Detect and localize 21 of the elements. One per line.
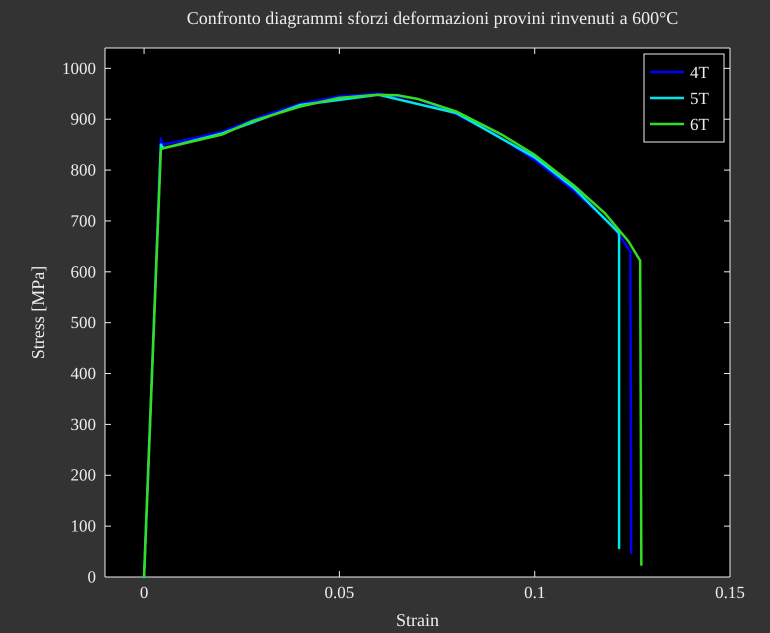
y-tick-label: 300 [70,414,96,434]
x-tick-label: 0.15 [715,583,745,602]
x-tick-label: 0 [140,583,148,602]
y-tick-label: 400 [70,364,96,383]
y-tick-label: 0 [88,567,96,586]
legend-label: 4T [690,63,710,82]
x-tick-label: 0.05 [324,583,354,602]
chart-title: Confronto diagrammi sforzi deformazioni provini rinvenuti a 600°C [186,8,678,28]
y-tick-label: 100 [70,516,96,536]
y-tick-label: 900 [70,110,96,129]
x-tick-label: 0.1 [524,583,546,602]
y-tick-label: 800 [70,160,96,180]
y-tick-label: 600 [70,262,96,282]
y-tick-label: 500 [70,313,96,332]
y-tick-label: 700 [70,211,96,230]
y-tick-label: 1000 [62,58,96,78]
y-tick-label: 200 [70,466,96,485]
legend-label: 5T [690,89,710,108]
legend-label: 6T [690,115,710,134]
x-axis-title: Strain [396,610,439,630]
y-axis-title: Stress [MPa] [28,266,48,360]
